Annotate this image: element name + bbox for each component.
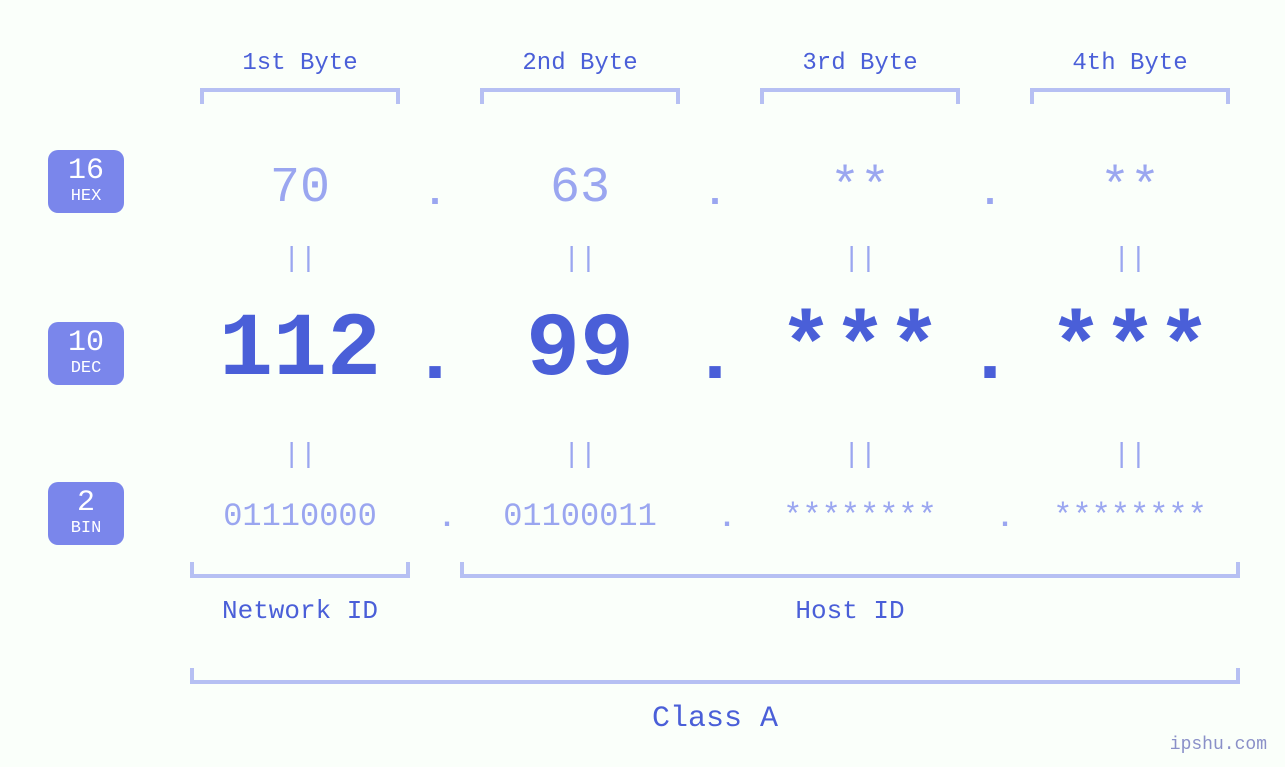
- badge-bin-num: 2: [48, 488, 124, 518]
- label-class: Class A: [190, 702, 1240, 736]
- badge-hex-label: HEX: [48, 188, 124, 205]
- eq-1-3: ||: [840, 244, 880, 275]
- eq-2-1: ||: [280, 440, 320, 471]
- label-network-id: Network ID: [190, 596, 410, 626]
- eq-1-2: ||: [560, 244, 600, 275]
- byte-label-2: 2nd Byte: [460, 50, 700, 77]
- bin-byte-4: ********: [1000, 498, 1260, 535]
- badge-dec-num: 10: [48, 328, 124, 358]
- eq-2-4: ||: [1110, 440, 1150, 471]
- dec-byte-4: ***: [1010, 300, 1250, 402]
- dec-dot-1: .: [410, 312, 460, 403]
- eq-1-1: ||: [280, 244, 320, 275]
- byte-label-1: 1st Byte: [180, 50, 420, 77]
- label-host-id: Host ID: [460, 596, 1240, 626]
- bracket-byte-2: [480, 88, 680, 104]
- bracket-byte-4: [1030, 88, 1230, 104]
- byte-label-3: 3rd Byte: [740, 50, 980, 77]
- bracket-byte-1: [200, 88, 400, 104]
- hex-byte-1: 70: [200, 160, 400, 217]
- badge-bin-label: BIN: [48, 520, 124, 537]
- byte-label-4: 4th Byte: [1010, 50, 1250, 77]
- watermark: ipshu.com: [1170, 735, 1267, 755]
- hex-byte-2: 63: [480, 160, 680, 217]
- bracket-byte-3: [760, 88, 960, 104]
- bin-byte-1: 01110000: [170, 498, 430, 535]
- eq-2-3: ||: [840, 440, 880, 471]
- hex-dot-3: .: [970, 172, 1010, 217]
- hex-dot-1: .: [415, 172, 455, 217]
- hex-byte-4: **: [1030, 160, 1230, 217]
- dec-byte-3: ***: [740, 300, 980, 402]
- badge-bin: 2 BIN: [48, 482, 124, 545]
- bracket-host-id: [460, 562, 1240, 578]
- eq-1-4: ||: [1110, 244, 1150, 275]
- bin-byte-3: ********: [730, 498, 990, 535]
- dec-dot-3: .: [965, 312, 1015, 403]
- dec-byte-1: 112: [180, 300, 420, 402]
- badge-hex-num: 16: [48, 156, 124, 186]
- bin-byte-2: 01100011: [450, 498, 710, 535]
- bracket-class: [190, 668, 1240, 684]
- hex-dot-2: .: [695, 172, 735, 217]
- bracket-network-id: [190, 562, 410, 578]
- dec-dot-2: .: [690, 312, 740, 403]
- badge-dec-label: DEC: [48, 360, 124, 377]
- badge-hex: 16 HEX: [48, 150, 124, 213]
- eq-2-2: ||: [560, 440, 600, 471]
- badge-dec: 10 DEC: [48, 322, 124, 385]
- dec-byte-2: 99: [460, 300, 700, 402]
- hex-byte-3: **: [760, 160, 960, 217]
